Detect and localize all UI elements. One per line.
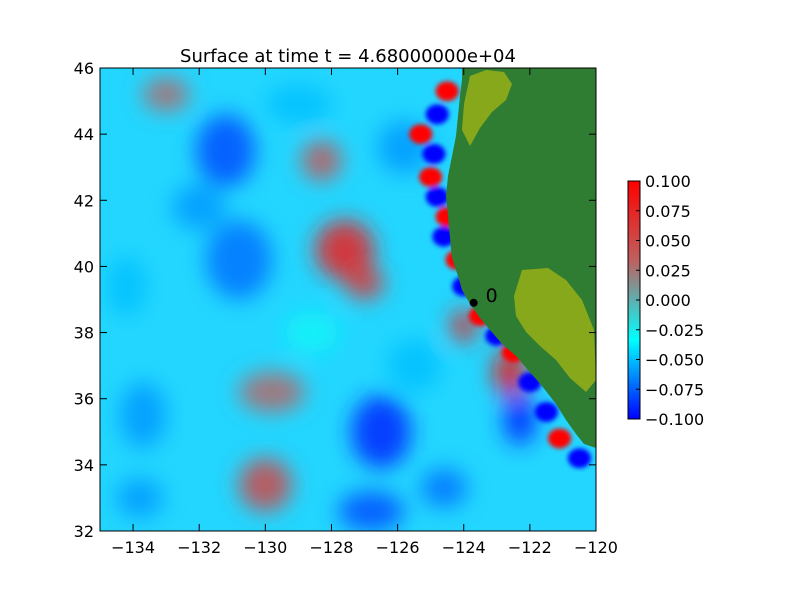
- coastal-anomaly: [548, 428, 572, 449]
- anomaly-blob: [142, 77, 190, 111]
- y-tick-label: 40: [74, 257, 94, 276]
- x-tick-label: −134: [111, 538, 155, 557]
- coastal-anomaly: [435, 81, 459, 102]
- y-tick-label: 42: [74, 191, 94, 210]
- anomaly-blob: [106, 256, 147, 317]
- plot-area: 0: [100, 68, 596, 531]
- anomaly-blob: [238, 372, 306, 412]
- coastal-anomaly: [425, 187, 449, 207]
- x-tick-label: −130: [243, 538, 287, 557]
- anomaly-blob: [119, 382, 167, 449]
- gauge-label: 0: [486, 285, 498, 307]
- colorbar-tick-label: 0.100: [645, 172, 691, 191]
- colorbar-tick-label: −0.100: [645, 410, 704, 429]
- y-tick-label: 38: [74, 324, 94, 343]
- x-tick-label: −124: [442, 538, 486, 557]
- anomaly-blob: [172, 183, 226, 231]
- colorbar-tick-label: 0.025: [645, 261, 691, 280]
- anomaly-blob: [351, 395, 411, 469]
- coastal-anomaly: [425, 104, 449, 125]
- northern-lowland: [462, 70, 512, 146]
- central-valley-lowland: [514, 268, 596, 392]
- anomaly-blob: [387, 339, 441, 393]
- colorbar: 0.100 0.075 0.050 0.025 0.000 −0.025 −0.050 −0.…: [627, 172, 704, 429]
- colorbar-tick-label: −0.050: [645, 351, 704, 370]
- x-tick-label: −132: [177, 538, 221, 557]
- coastal-anomaly: [419, 167, 443, 188]
- colorbar-tick-label: 0.050: [645, 232, 691, 251]
- coastal-anomaly: [422, 144, 446, 164]
- x-axis: −134 −132 −130 −128 −126 −124 −122 −120: [111, 68, 618, 557]
- x-tick-label: −128: [309, 538, 353, 557]
- anomaly-blob: [285, 312, 339, 353]
- colorbar-tick-label: 0.075: [645, 202, 691, 221]
- chart-title: Surface at time t = 4.68000000e+04: [180, 46, 516, 67]
- anomaly-blob: [116, 478, 163, 518]
- x-tick-label: −122: [508, 538, 552, 557]
- anomaly-blob: [205, 220, 272, 300]
- y-tick-label: 34: [74, 456, 94, 475]
- plot-frame: [99, 67, 597, 532]
- anomaly-blob: [238, 458, 292, 512]
- y-tick-label: 44: [74, 125, 94, 144]
- coastal-anomaly: [567, 448, 592, 469]
- y-tick-label: 32: [74, 522, 94, 541]
- anomaly-blob: [338, 491, 405, 531]
- coastal-anomaly: [534, 402, 558, 422]
- x-tick-label: −126: [376, 538, 420, 557]
- gauge-marker: [469, 298, 478, 307]
- ocean-anomaly-field: [106, 77, 537, 531]
- anomaly-blob: [420, 468, 468, 508]
- anomaly-blob: [314, 220, 375, 280]
- colorbar-ticks: 0.100 0.075 0.050 0.025 0.000 −0.025 −0.050 −0.…: [636, 172, 704, 429]
- y-tick-label: 46: [74, 59, 94, 78]
- anomaly-blob: [344, 266, 385, 300]
- coastal-anomaly: [409, 124, 433, 145]
- colorbar-tick-label: −0.075: [645, 380, 704, 399]
- anomaly-blob: [195, 114, 256, 188]
- colorbar-tick-label: −0.025: [645, 321, 704, 340]
- x-tick-label: −120: [574, 538, 618, 557]
- anomaly-blob: [301, 140, 342, 181]
- y-axis: 32 34 36 38 40 42 44 46: [74, 59, 596, 541]
- colorbar-tick-label: 0.000: [645, 291, 691, 310]
- anomaly-blob: [265, 84, 332, 125]
- y-tick-label: 36: [74, 390, 94, 409]
- anomaly-blob: [503, 392, 537, 446]
